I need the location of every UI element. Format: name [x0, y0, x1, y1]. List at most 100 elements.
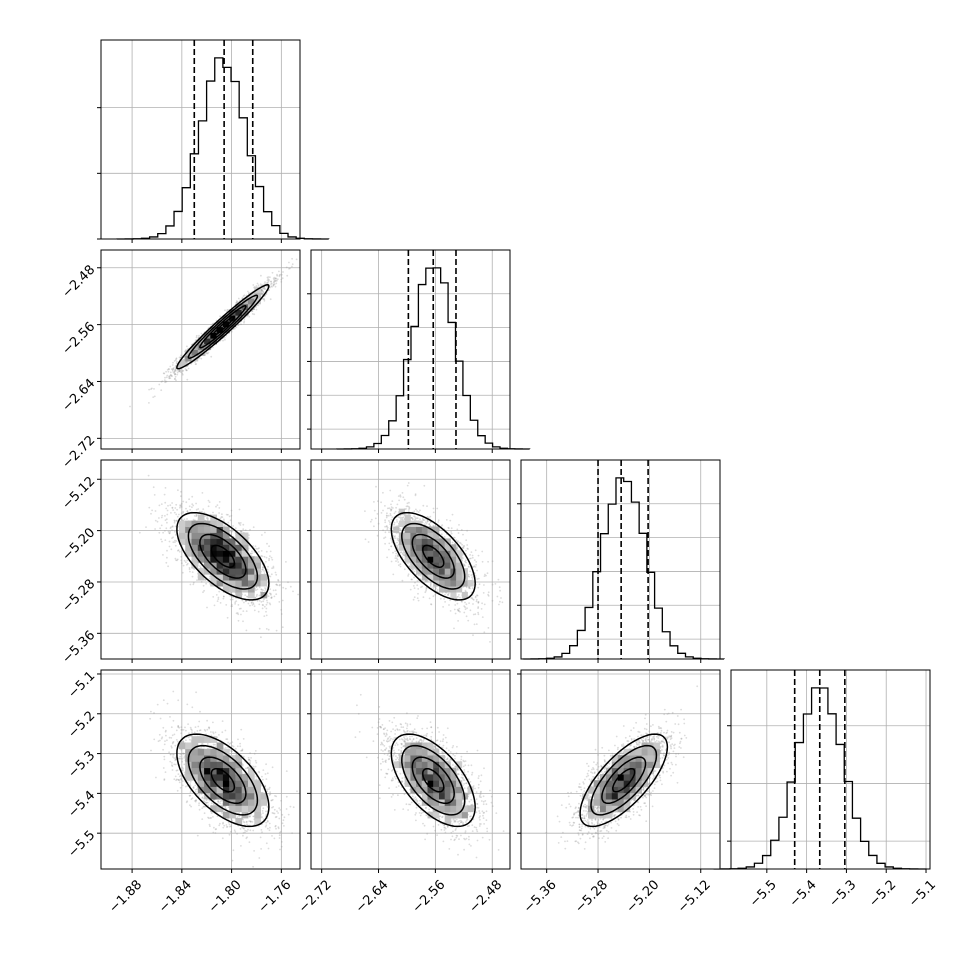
scatter-point: [177, 369, 179, 372]
scatter-point: [164, 501, 167, 504]
scatter-point: [179, 506, 181, 509]
scatter-point: [202, 508, 205, 510]
scatter-point: [232, 525, 235, 527]
scatter-point: [266, 279, 269, 282]
scatter-point: [174, 557, 177, 560]
scatter-point: [170, 368, 173, 370]
scatter-point: [173, 519, 176, 522]
scatter-point: [273, 281, 275, 284]
scatter-point: [174, 375, 177, 378]
density-cell: [216, 332, 224, 339]
scatter-point: [230, 514, 233, 517]
scatter-point: [261, 604, 264, 606]
scatter-point: [185, 501, 188, 504]
scatter-point: [261, 290, 263, 293]
scatter-point: [186, 563, 188, 566]
scatter-point: [251, 313, 254, 315]
scatter-point: [266, 276, 269, 279]
scatter-point: [172, 367, 175, 369]
scatter-point: [194, 363, 197, 366]
scatter-point: [273, 279, 276, 281]
contour-line: [199, 305, 247, 349]
scatter-point: [265, 614, 268, 617]
scatter-point: [160, 516, 163, 519]
scatter-point: [269, 588, 271, 590]
hist-panel-2: [517, 460, 725, 663]
scatter-point: [217, 596, 220, 599]
scatter-point: [173, 372, 176, 375]
scatter-point: [265, 550, 268, 553]
scatter-point: [177, 366, 180, 368]
scatter-point: [186, 518, 188, 520]
scatter-point: [164, 376, 166, 379]
scatter-point: [266, 281, 268, 284]
scatter-point: [180, 512, 183, 514]
scatter-point: [275, 282, 278, 285]
scatter-point: [212, 511, 214, 514]
scatter-point: [174, 539, 176, 542]
scatter-point: [174, 525, 177, 528]
scatter-point: [261, 555, 264, 558]
scatter-point: [163, 493, 166, 496]
scatter-point: [164, 519, 167, 522]
scatter-point: [255, 595, 258, 598]
scatter-point: [160, 503, 163, 505]
scatter-point: [272, 284, 275, 287]
scatter-point: [243, 321, 245, 324]
scatter-point: [240, 323, 242, 326]
density-cell: [248, 292, 255, 299]
scatter-point: [257, 550, 260, 553]
scatter-point: [244, 594, 247, 596]
scatter-point: [260, 554, 263, 557]
scatter-point: [262, 568, 264, 571]
scatter-point: [222, 595, 225, 598]
scatter-point: [198, 334, 200, 337]
scatter-point: [191, 575, 194, 578]
scatter-point: [172, 368, 174, 370]
scatter-point: [262, 567, 264, 569]
scatter-point: [240, 613, 242, 616]
scatter-point: [168, 375, 171, 378]
scatter-point: [224, 338, 226, 341]
scatter-point: [281, 277, 284, 280]
scatter-point: [281, 626, 284, 629]
scatter-point: [185, 561, 187, 564]
scatter-point: [207, 499, 210, 502]
scatter-point: [169, 377, 172, 379]
scatter-point: [186, 562, 189, 565]
scatter-point: [272, 565, 275, 568]
scatter-point: [165, 518, 168, 521]
scatter-point: [208, 501, 211, 503]
scatter-point: [267, 280, 270, 282]
scatter-point: [186, 345, 188, 348]
scatter-point: [200, 357, 203, 360]
scatter-point: [180, 518, 183, 521]
scatter-point: [179, 356, 182, 359]
scatter-point: [197, 508, 200, 510]
scatter-point: [165, 370, 168, 373]
scatter-point: [262, 291, 265, 293]
hist-frame: [100, 39, 301, 240]
scatter-point: [168, 545, 171, 548]
scatter-point: [216, 504, 219, 506]
scatter-point: [162, 372, 165, 375]
scatter-point: [273, 283, 276, 286]
scatter-point: [179, 505, 182, 508]
scatter-point: [261, 293, 264, 295]
scatter-point: [182, 511, 185, 514]
scatter-point: [202, 591, 204, 594]
scatter-point: [173, 370, 176, 373]
scatter-point: [174, 368, 177, 371]
scatter-point: [171, 507, 174, 509]
scatter-point: [172, 541, 175, 544]
hist-frame: [310, 249, 511, 450]
density-cell: [235, 303, 243, 310]
scatter-point: [275, 593, 278, 596]
scatter-point: [152, 486, 155, 489]
scatter-point: [195, 513, 198, 516]
scatter-point: [174, 373, 177, 375]
density-cell: [179, 361, 186, 368]
scatter-point: [175, 513, 178, 516]
scatter-point: [195, 336, 198, 339]
scatter-point: [207, 505, 210, 508]
